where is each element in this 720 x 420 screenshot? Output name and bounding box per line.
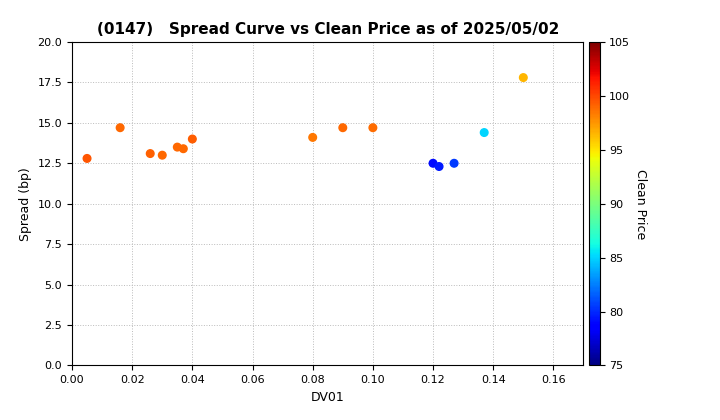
Y-axis label: Spread (bp): Spread (bp) bbox=[19, 167, 32, 241]
Point bbox=[186, 136, 198, 142]
Point bbox=[478, 129, 490, 136]
Point bbox=[518, 74, 529, 81]
Point bbox=[449, 160, 460, 167]
Point bbox=[367, 124, 379, 131]
Point bbox=[307, 134, 318, 141]
Y-axis label: Clean Price: Clean Price bbox=[634, 168, 647, 239]
X-axis label: DV01: DV01 bbox=[311, 391, 345, 404]
Point bbox=[156, 152, 168, 158]
Point bbox=[433, 163, 445, 170]
Point bbox=[114, 124, 126, 131]
Point bbox=[427, 160, 438, 167]
Point bbox=[171, 144, 183, 150]
Point bbox=[337, 124, 348, 131]
Point bbox=[178, 145, 189, 152]
Title: (0147)   Spread Curve vs Clean Price as of 2025/05/02: (0147) Spread Curve vs Clean Price as of… bbox=[96, 22, 559, 37]
Point bbox=[145, 150, 156, 157]
Point bbox=[81, 155, 93, 162]
